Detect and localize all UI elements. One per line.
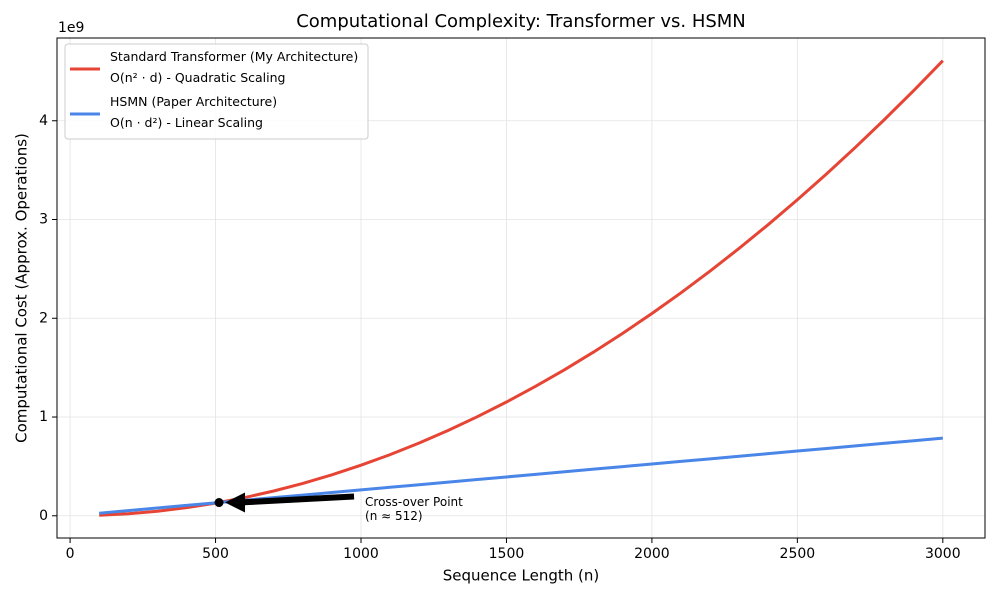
legend: Standard Transformer (My Architecture) O…	[64, 43, 369, 140]
annotation-text: Cross-over Point (n ≈ 512)	[365, 494, 463, 523]
x-tick-label: 0	[66, 546, 75, 562]
annotation-text-box: Cross-over Point (n ≈ 512)	[365, 494, 463, 523]
y-tick-label: 2	[39, 310, 48, 326]
x-tick-label: 2500	[780, 546, 816, 562]
x-tick-label: 500	[202, 546, 229, 562]
y-offset-label: 1e9	[58, 20, 84, 36]
plot-frame	[56, 37, 986, 539]
chart-title: Computational Complexity: Transformer vs…	[296, 11, 746, 32]
x-tick-label: 1500	[489, 546, 525, 562]
x-tick-label: 2000	[634, 546, 670, 562]
y-tick-label: 0	[39, 508, 48, 524]
annotation-arrow-head	[225, 492, 246, 513]
legend-label-box: HSMN (Paper Architecture) O(n · d²) - Li…	[110, 94, 278, 130]
legend-frame	[64, 43, 369, 140]
annotation-arrow-shaft	[238, 493, 355, 506]
x-tick-label: 1000	[343, 546, 379, 562]
legend-label-box: Standard Transformer (My Architecture) O…	[110, 49, 359, 85]
y-tick-label: 4	[39, 113, 48, 129]
y-axis-label: Computational Cost (Approx. Operations)	[13, 133, 31, 443]
y-tick-label: 3	[39, 212, 48, 228]
crossover-point	[214, 498, 224, 508]
legend-label: Standard Transformer (My Architecture) O…	[110, 49, 359, 85]
legend-label: HSMN (Paper Architecture) O(n · d²) - Li…	[110, 94, 278, 130]
x-tick-label: 3000	[925, 546, 961, 562]
x-axis-label: Sequence Length (n)	[443, 567, 599, 585]
y-tick-label: 1	[39, 409, 48, 425]
